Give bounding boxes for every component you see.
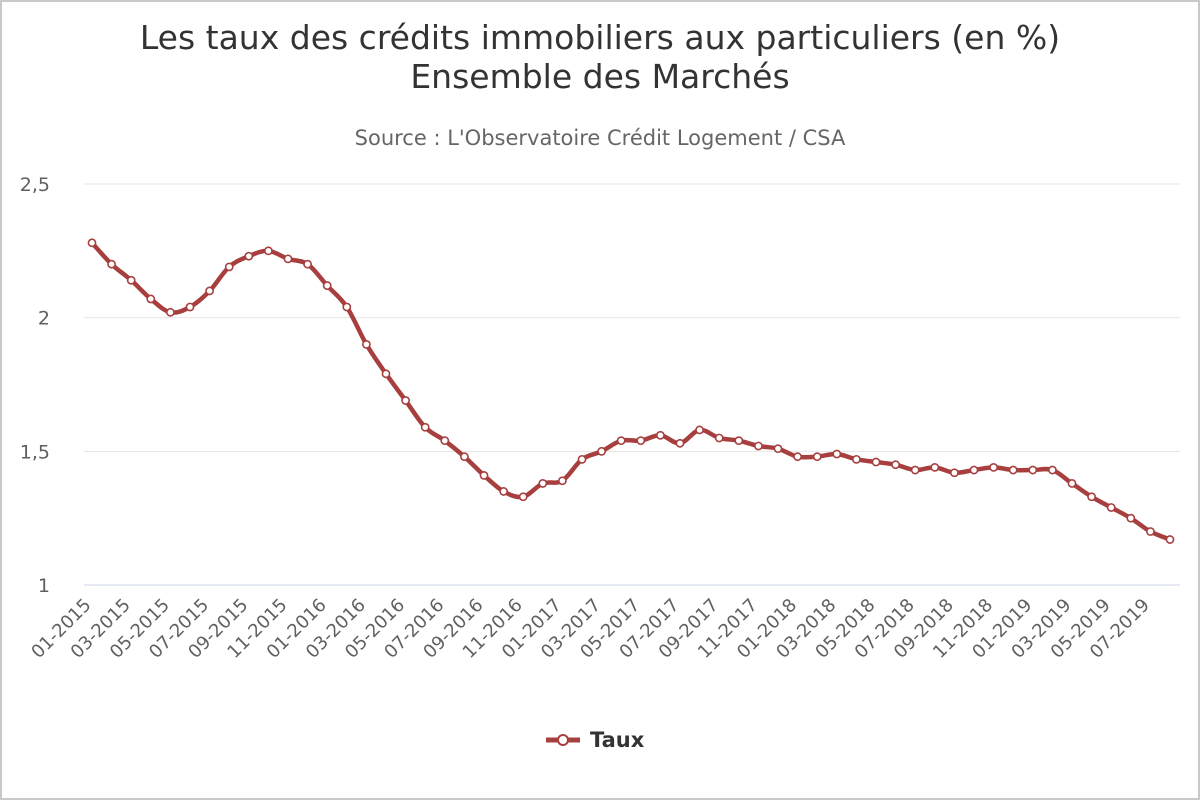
data-point-01-2018[interactable] [793,452,802,462]
data-point-09-2015[interactable] [244,251,254,261]
x-axis-tick-labels: 01-201503-201505-201507-201509-201511-20… [27,595,1153,663]
data-point-04-2016[interactable] [381,369,391,379]
data-point-02-2016[interactable] [342,302,352,312]
data-point-09-2017[interactable] [714,433,724,443]
data-point-05-2015[interactable] [165,307,175,317]
data-point-01-2016[interactable] [322,281,332,290]
data-point-11-2017[interactable] [754,441,763,451]
data-point-07-2019[interactable] [1146,527,1155,536]
data-point-08-2016[interactable] [459,452,469,462]
data-point-03-2018[interactable] [832,449,842,459]
data-point-04-2018[interactable] [852,454,861,464]
y-gridlines [84,183,1180,586]
y-tick-label: 2 [38,308,50,330]
chart-subtitle: Source : L'Observatoire Crédit Logement … [355,126,846,150]
data-point-06-2018[interactable] [891,460,900,470]
data-point-02-2015[interactable] [107,259,116,269]
data-point-07-2018[interactable] [910,465,920,475]
data-point-03-2019[interactable] [1067,479,1077,488]
y-tick-label: 1,5 [20,441,50,463]
series-taux [87,238,1175,544]
data-point-01-2017[interactable] [558,476,567,486]
data-point-10-2016[interactable] [499,487,508,496]
data-point-08-2017[interactable] [695,425,704,435]
data-point-04-2015[interactable] [146,294,156,304]
chart-title-line-2: Ensemble des Marchés [410,57,789,96]
data-point-12-2018[interactable] [1008,465,1018,475]
data-point-03-2016[interactable] [361,339,371,349]
data-point-12-2015[interactable] [303,259,312,269]
data-point-06-2016[interactable] [420,422,430,432]
data-point-12-2017[interactable] [773,444,783,454]
data-point-06-2017[interactable] [656,430,665,440]
data-point-10-2017[interactable] [734,436,744,446]
data-point-04-2019[interactable] [1087,492,1096,502]
series-line-taux [89,240,1173,542]
data-point-03-2017[interactable] [597,446,606,456]
data-point-08-2018[interactable] [930,462,940,472]
data-point-11-2016[interactable] [518,492,528,502]
data-point-05-2016[interactable] [401,396,410,405]
y-axis-tick-labels: 1 1,5 2 2,5 [20,174,50,597]
legend-item-taux: Taux [590,728,645,752]
chart-title-line-1: Les taux des crédits immobiliers aux par… [140,18,1060,57]
data-point-10-2018[interactable] [969,465,979,475]
data-point-07-2017[interactable] [675,438,685,448]
data-point-11-2015[interactable] [283,254,293,264]
legend[interactable]: Taux [546,728,645,752]
data-point-12-2016[interactable] [538,479,548,488]
data-point-09-2016[interactable] [479,470,489,480]
data-point-05-2019[interactable] [1106,503,1116,512]
data-point-06-2015[interactable] [185,302,195,312]
data-point-01-2015[interactable] [87,238,97,248]
data-point-03-2015[interactable] [126,275,136,285]
data-point-01-2019[interactable] [1028,465,1038,475]
data-point-08-2019[interactable] [1165,535,1175,544]
data-point-07-2016[interactable] [440,436,450,446]
data-point-02-2019[interactable] [1048,465,1057,475]
legend-marker-swatch [557,734,569,746]
y-tick-label: 2,5 [20,174,50,196]
data-point-11-2018[interactable] [989,462,998,472]
data-point-02-2018[interactable] [812,452,822,462]
data-point-07-2015[interactable] [205,286,214,296]
data-point-04-2017[interactable] [616,436,626,446]
data-point-05-2018[interactable] [871,457,881,467]
data-point-06-2019[interactable] [1126,513,1136,523]
data-point-08-2015[interactable] [224,262,234,272]
data-point-10-2015[interactable] [263,246,273,256]
y-tick-label: 1 [38,575,50,597]
data-point-05-2017[interactable] [636,436,646,446]
data-point-09-2018[interactable] [950,468,959,478]
data-point-02-2017[interactable] [577,454,587,464]
